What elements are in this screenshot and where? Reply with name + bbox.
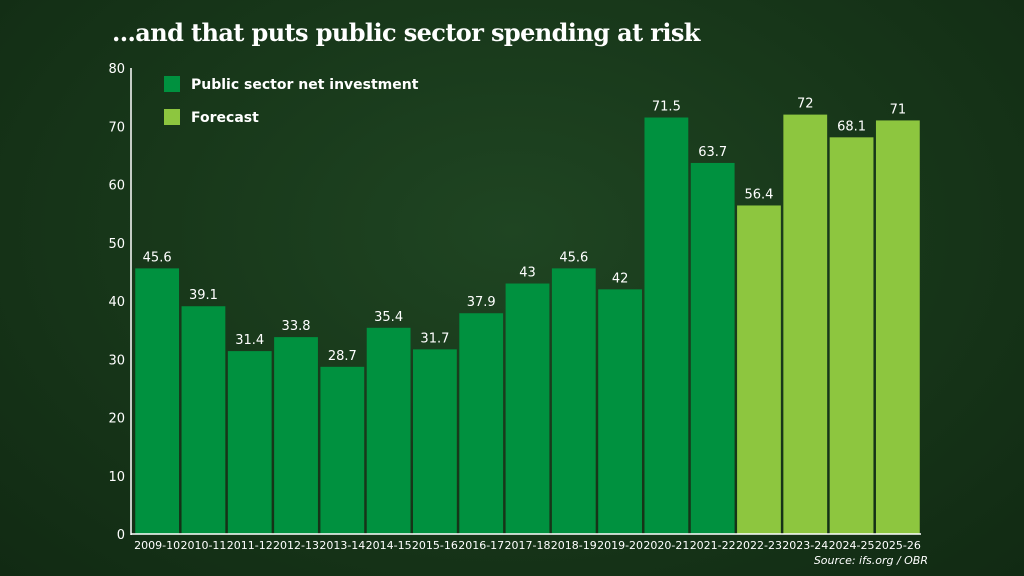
bar-value-label: 71 [890,102,907,117]
x-tick-label: 2011-12 [227,539,273,552]
bar-investment [181,306,226,534]
bar-investment [459,313,504,534]
y-tick-label: 50 [108,237,125,252]
x-tick-label: 2017-18 [505,539,551,552]
y-tick-label: 10 [108,470,125,485]
bar-forecast [829,137,874,534]
x-tick-label: 2014-15 [366,539,412,552]
bar-investment [690,162,735,534]
bar-value-label: 45.6 [143,250,172,265]
x-tick-label: 2010-11 [180,539,226,552]
legend-label-investment: Public sector net investment [191,77,419,93]
bar-investment [505,283,550,534]
x-tick-label: 2012-13 [273,539,319,552]
bar-forecast [783,114,828,534]
x-tick-label: 2009-10 [134,539,180,552]
bar-value-label: 31.7 [420,331,449,346]
bar-value-label: 39.1 [189,288,218,303]
source-note: Source: ifs.org / OBR [813,554,928,567]
bar-investment [413,349,457,534]
bar-investment [551,268,596,534]
bars: 45.6 39.1 31.4 33.8 28.7 35.4 31.7 37.9 43 45.6 42… [135,97,920,535]
x-tick-label: 2022-23 [736,539,782,552]
bar-value-label: 42 [612,271,629,286]
bar-value-label: 43 [519,266,536,281]
y-tick-label: 60 [108,179,125,194]
bar-value-label: 63.7 [698,145,727,160]
x-tick-label: 2025-26 [875,539,921,552]
bar-value-label: 72 [797,97,814,112]
bar-investment [274,337,318,534]
bar-value-label: 68.1 [837,119,866,134]
x-tick-label: 2021-22 [690,539,736,552]
bar-value-label: 56.4 [744,187,773,202]
x-tick-label: 2019-20 [597,539,643,552]
bar-forecast [875,120,920,535]
bar-value-label: 37.9 [467,295,496,310]
legend-label-forecast: Forecast [191,110,259,126]
bar-value-label: 71.5 [652,100,681,115]
x-tick-label: 2018-19 [551,539,597,552]
bar-value-label: 28.7 [328,349,357,364]
legend-swatch-forecast [164,109,180,125]
bar-investment [598,289,642,534]
bar-value-label: 45.6 [559,250,588,265]
bar-value-label: 33.8 [282,319,311,334]
legend: Public sector net investment Forecast [164,76,419,126]
x-axis-labels: 2009-10 2010-11 2011-12 2012-13 2013-14 2014-… [134,539,921,552]
bar-forecast [737,205,781,534]
x-tick-label: 2013-14 [319,539,365,552]
chart-title: ...and that puts public sector spending … [112,18,700,47]
bar-investment [366,327,411,534]
y-tick-label: 70 [108,120,125,135]
bar-value-label: 31.4 [235,333,264,348]
y-tick-label: 0 [117,528,125,543]
bar-investment [320,366,365,534]
bar-value-label: 35.4 [374,310,403,325]
y-tick-label: 80 [108,62,125,77]
bar-investment [227,351,272,534]
bar-investment [644,117,689,534]
x-tick-label: 2023-24 [782,539,828,552]
x-tick-label: 2015-16 [412,539,458,552]
y-tick-label: 40 [108,295,125,310]
y-axis-ticks: 0 10 20 30 40 50 60 70 80 [108,62,125,543]
x-tick-label: 2016-17 [458,539,504,552]
y-tick-label: 30 [108,353,125,368]
y-tick-label: 20 [108,412,125,427]
bar-investment [135,268,180,534]
x-tick-label: 2024-25 [829,539,875,552]
x-tick-label: 2020-21 [643,539,689,552]
legend-swatch-investment [164,76,180,92]
